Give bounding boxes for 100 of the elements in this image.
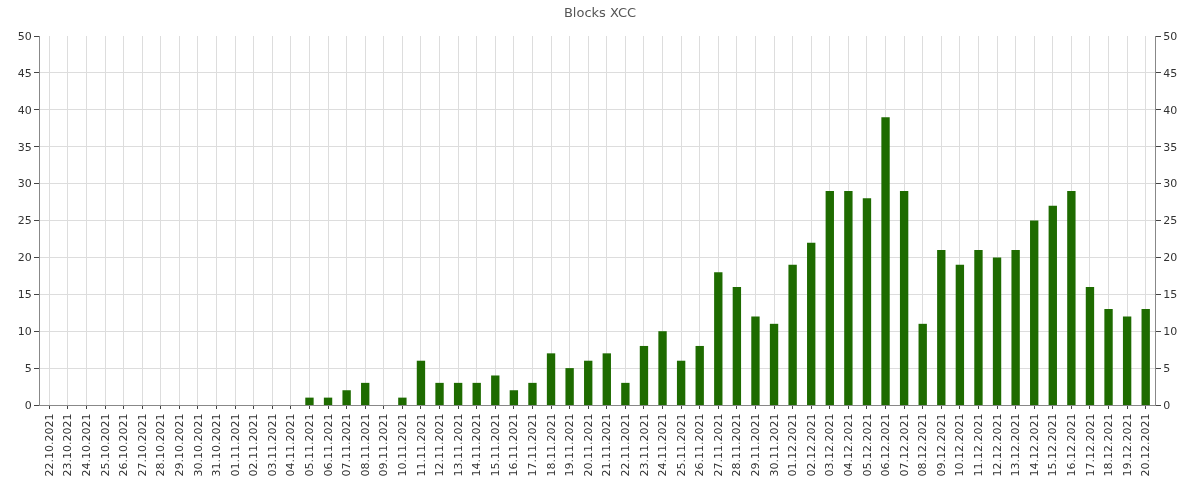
x-tick-label: 18.12.2021: [1102, 413, 1116, 477]
x-tick-label: 10.11.2021: [395, 413, 409, 477]
y2-tick-label: 15: [1163, 288, 1178, 302]
x-tick-label: 03.11.2021: [265, 413, 279, 477]
x-tick-label: 09.12.2021: [934, 413, 948, 477]
x-tick-label: 02.11.2021: [247, 413, 261, 477]
x-tick-label: 23.10.2021: [61, 413, 75, 477]
x-tick-label: 27.11.2021: [711, 413, 725, 477]
x-tick-label: 19.11.2021: [563, 413, 577, 477]
bar: [807, 242, 816, 405]
x-tick-label: 01.12.2021: [786, 413, 800, 477]
bar: [862, 198, 872, 405]
x-tick-label: 12.12.2021: [990, 413, 1004, 477]
bar: [528, 382, 537, 405]
x-tick-label: 27.10.2021: [135, 413, 149, 477]
x-tick-label: 24.11.2021: [656, 413, 670, 477]
x-tick-label: 24.10.2021: [80, 413, 94, 477]
x-tick-label: 06.12.2021: [879, 413, 893, 477]
y2-tick-label: 0: [1163, 398, 1171, 412]
bar: [602, 353, 611, 405]
y2-tick-label: 20: [1163, 251, 1178, 265]
bar: [416, 360, 426, 405]
bar: [1141, 309, 1150, 405]
x-tick-label: 30.10.2021: [191, 413, 205, 477]
x-tick-label: 07.11.2021: [340, 413, 354, 477]
x-tick-label: 26.11.2021: [693, 413, 707, 477]
y-tick-label: 30: [17, 177, 32, 191]
bar: [955, 264, 965, 405]
y2-tick-label: 45: [1163, 66, 1178, 80]
chart-title: Blocks XCC: [563, 4, 637, 20]
bar: [1085, 286, 1095, 405]
x-tick-label: 30.11.2021: [767, 413, 781, 477]
y2-tick-label: 40: [1163, 103, 1178, 117]
y-tick-label: 35: [17, 140, 32, 154]
x-tick-label: 29.10.2021: [172, 413, 186, 477]
bar: [472, 382, 481, 405]
y2-tick-label: 30: [1163, 177, 1178, 191]
x-tick-label: 01.11.2021: [228, 413, 242, 477]
y2-tick-label: 50: [1163, 29, 1178, 43]
x-tick-label: 13.12.2021: [1009, 413, 1023, 477]
y2-tick-label: 25: [1163, 214, 1178, 228]
bar: [453, 382, 463, 405]
bar: [695, 345, 704, 405]
bar: [974, 250, 983, 405]
x-tick-label: 13.11.2021: [451, 413, 465, 477]
x-tick-label: 10.12.2021: [953, 413, 967, 477]
bar: [658, 331, 667, 405]
y-tick-label: 25: [17, 214, 32, 228]
bar: [714, 272, 723, 405]
bar: [491, 375, 500, 405]
bar: [1048, 205, 1057, 405]
x-tick-label: 07.12.2021: [897, 413, 911, 477]
bar: [639, 345, 649, 405]
x-tick-label: 19.12.2021: [1120, 413, 1134, 477]
bar: [788, 264, 797, 405]
bar: [584, 360, 593, 405]
x-tick-label: 12.11.2021: [433, 413, 447, 477]
y-tick-label: 45: [17, 66, 32, 80]
bar: [398, 397, 407, 405]
x-tick-label: 28.10.2021: [154, 413, 168, 477]
x-tick-label: 25.11.2021: [674, 413, 688, 477]
y-tick-label: 10: [17, 325, 32, 339]
bar: [1122, 316, 1132, 405]
x-tick-label: 14.12.2021: [1027, 413, 1041, 477]
y-tick-label: 50: [17, 29, 32, 43]
x-tick-label: 21.11.2021: [600, 413, 614, 477]
x-tick-label: 25.10.2021: [98, 413, 112, 477]
x-tick-label: 16.11.2021: [507, 413, 521, 477]
bar: [1104, 309, 1113, 405]
y-tick-label: 0: [24, 398, 32, 412]
x-tick-label: 05.12.2021: [860, 413, 874, 477]
x-tick-label: 18.11.2021: [544, 413, 558, 477]
bar: [937, 250, 946, 405]
x-tick-label: 26.10.2021: [117, 413, 131, 477]
x-tick-label: 06.11.2021: [321, 413, 335, 477]
bar: [621, 382, 630, 405]
y2-tick-label: 35: [1163, 140, 1178, 154]
x-tick-label: 09.11.2021: [377, 413, 391, 477]
bar: [844, 190, 853, 405]
x-tick-label: 04.12.2021: [841, 413, 855, 477]
x-tick-label: 29.11.2021: [749, 413, 763, 477]
y2-tick-label: 10: [1163, 325, 1178, 339]
bar: [676, 360, 686, 405]
x-tick-label: 22.10.2021: [42, 413, 56, 477]
x-tick-label: 23.11.2021: [637, 413, 651, 477]
x-tick-label: 02.12.2021: [804, 413, 818, 477]
bar: [509, 390, 519, 405]
bar: [751, 316, 760, 405]
bar: [546, 353, 556, 405]
bar: [1030, 220, 1039, 405]
bar: [899, 190, 909, 405]
x-tick-label: 17.12.2021: [1083, 413, 1097, 477]
x-tick-label: 11.11.2021: [414, 413, 428, 477]
bar: [323, 397, 333, 405]
bar: [1011, 250, 1020, 405]
y-tick-label: 20: [17, 251, 32, 265]
bar: [361, 382, 370, 405]
bar: [881, 117, 890, 405]
bar: [732, 286, 742, 405]
bar: [825, 190, 834, 405]
